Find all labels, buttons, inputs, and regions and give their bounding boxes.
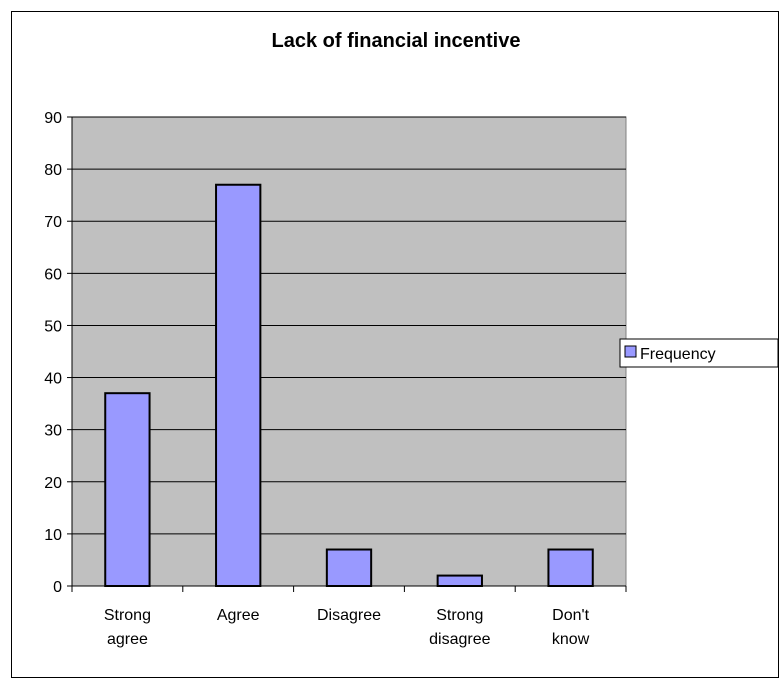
y-tick-label: 30 — [44, 423, 62, 440]
legend-label-frequency: Frequency — [640, 346, 716, 363]
legend: Frequency — [619, 338, 779, 368]
y-tick-label: 40 — [44, 371, 62, 388]
x-category-label: know — [552, 631, 590, 648]
bar — [215, 183, 262, 587]
y-tick-label: 80 — [44, 162, 62, 179]
legend-box — [619, 338, 779, 368]
chart-title: Lack of financial incentive — [272, 30, 521, 52]
x-category-label: Strong — [436, 607, 483, 624]
x-category-label: agree — [107, 631, 148, 648]
bar — [104, 392, 151, 588]
x-category-label: Agree — [217, 607, 260, 624]
x-category-label: Don't — [552, 607, 589, 624]
y-tick-label: 90 — [44, 110, 62, 127]
x-category-label: Disagree — [317, 607, 381, 624]
bar — [436, 574, 483, 587]
y-tick-label: 50 — [44, 318, 62, 335]
plot-background — [71, 116, 627, 587]
x-category-label: Strong — [104, 607, 151, 624]
bar — [547, 548, 594, 587]
y-tick-label: 10 — [44, 527, 62, 544]
y-tick-label: 20 — [44, 475, 62, 492]
y-tick-label: 70 — [44, 214, 62, 231]
y-tick-label: 0 — [53, 579, 62, 596]
bar — [325, 548, 373, 587]
x-category-label: disagree — [429, 631, 490, 648]
legend-swatch-frequency — [624, 345, 637, 358]
y-tick-label: 60 — [44, 266, 62, 283]
plot-area: 0 10 20 30 40 50 60 70 80 90 Strong agree Agree Disag… — [44, 110, 627, 648]
